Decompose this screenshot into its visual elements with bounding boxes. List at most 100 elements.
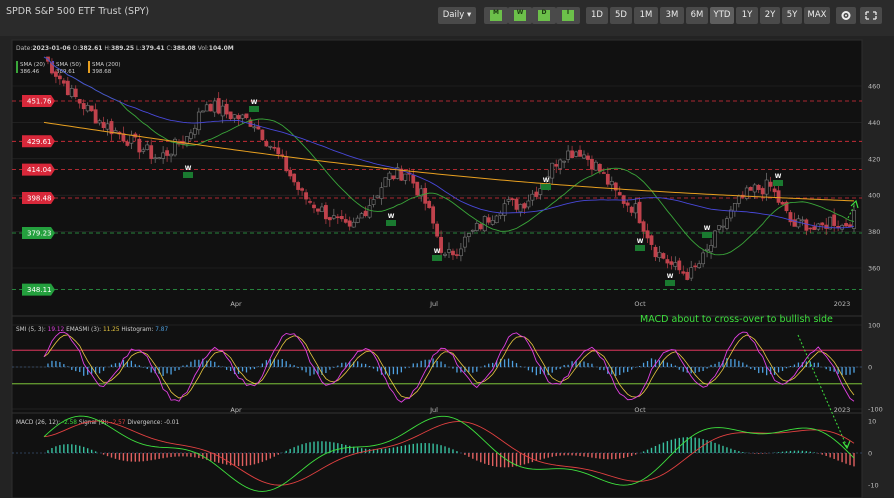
candle-body [439,236,443,253]
candle-body [403,173,408,181]
level-tag-text: 348.11 [27,286,52,294]
w-pattern-label: W [185,165,192,172]
pattern-markers: W W W W W W W W W [183,99,783,286]
candle-body [232,114,237,119]
window-title: SPDR S&P 500 ETF Trust (SPY) [6,6,150,17]
w-pattern-box [249,106,259,112]
candle-body [641,221,646,232]
range-1d-button[interactable]: 1D [586,7,608,24]
candle-body [697,263,702,268]
macd-indicator: 10 0 -10 [12,415,879,492]
sma50-label: SMA (50) [56,62,81,68]
candle-body [355,217,360,223]
candle-body [157,157,162,159]
smi-x-tick: 2023 [834,406,851,414]
candle-body [736,195,741,204]
expand-icon[interactable] [860,7,882,24]
candle-body [73,88,78,98]
candle-body [629,206,634,213]
candle-body [415,181,420,196]
candle-body [423,188,428,204]
candle-body [534,191,539,197]
candle-body [518,204,523,213]
range-1m-button[interactable]: 1M [634,7,658,24]
candle-body [605,173,610,185]
candle-body [784,201,789,212]
candle-body [514,198,519,210]
candle-body [85,105,90,112]
sma20-value: 386.46 [20,69,40,75]
candle-body [828,216,833,230]
candle-body [240,114,245,119]
candle-body [752,184,757,193]
macd-y-tick: 0 [868,450,872,458]
candle-body [189,132,193,139]
price-x-tick: 2023 [834,300,851,308]
macd-y-tick: 10 [868,418,876,426]
candle-body [419,188,424,197]
sma50-value: 389.61 [56,69,75,75]
candle-body [185,136,189,145]
price-y-tick: 460 [868,83,880,91]
daily-button[interactable]: D [532,7,556,24]
candle-body [554,164,559,167]
candle-body [109,121,114,135]
price-arrow [847,203,856,219]
range-2y-button[interactable]: 2Y [760,7,780,24]
price-x-axis: Apr Jul Oct 2023 [230,300,850,308]
candle-body [363,210,368,217]
range-3m-button[interactable]: 3M [660,7,684,24]
candle-body [101,121,106,128]
candle-body [566,150,571,160]
candle-body [212,100,217,113]
chart-border [11,39,863,498]
w-pattern-label: W [543,177,550,184]
gear-icon[interactable] [836,7,856,24]
candle-body [296,182,301,190]
smi-x-tick: Oct [634,406,646,414]
candle-body [709,245,713,253]
monthly-button[interactable]: M [484,7,508,24]
candle-body [204,104,209,112]
range-5y-button[interactable]: 5Y [782,7,802,24]
candle-body [383,177,388,188]
candle-body [705,248,709,251]
candle-body [105,123,110,130]
level-tag [22,191,55,204]
weekly-button[interactable]: W [508,7,532,24]
level-tag [22,135,55,148]
candle-body [748,187,753,191]
range-ytd-button[interactable]: YTD [710,7,734,24]
interval-select[interactable]: Daily ▾ [438,7,476,24]
candle-body [252,126,257,129]
sma200-swatch [88,61,90,73]
price-x-tick: Apr [230,300,242,308]
level-tags: 451.76 429.61 414.04 398.48 379.23 348.11 [22,94,55,296]
candle-body [208,103,213,112]
monthly-label: M [490,10,502,21]
level-tag-text: 414.04 [27,166,52,174]
daily-label: D [538,10,550,21]
candle-body [804,219,809,231]
candle-body [459,248,463,257]
range-1y-button[interactable]: 1Y [736,7,758,24]
range-5d-button[interactable]: 5D [610,7,632,24]
weekly-label: W [514,10,526,21]
candle-body [260,129,265,141]
candle-body [578,149,582,157]
candle-body [800,219,805,222]
candle-body [625,202,630,206]
macd-legend: MACD (26, 12): -2.58 Signal (9): -2.57 D… [16,420,179,426]
candle-body [594,161,598,171]
candle-body [562,160,567,163]
level-tag [22,163,55,176]
w-pattern-label: W [704,225,711,232]
range-max-button[interactable]: MAX [804,7,830,24]
w-pattern-box [773,180,783,186]
candle-body [558,159,563,169]
range-6m-button[interactable]: 6M [686,7,708,24]
intraday-button[interactable]: I [556,7,580,24]
candle-body [145,144,150,150]
candle-body [387,172,392,180]
